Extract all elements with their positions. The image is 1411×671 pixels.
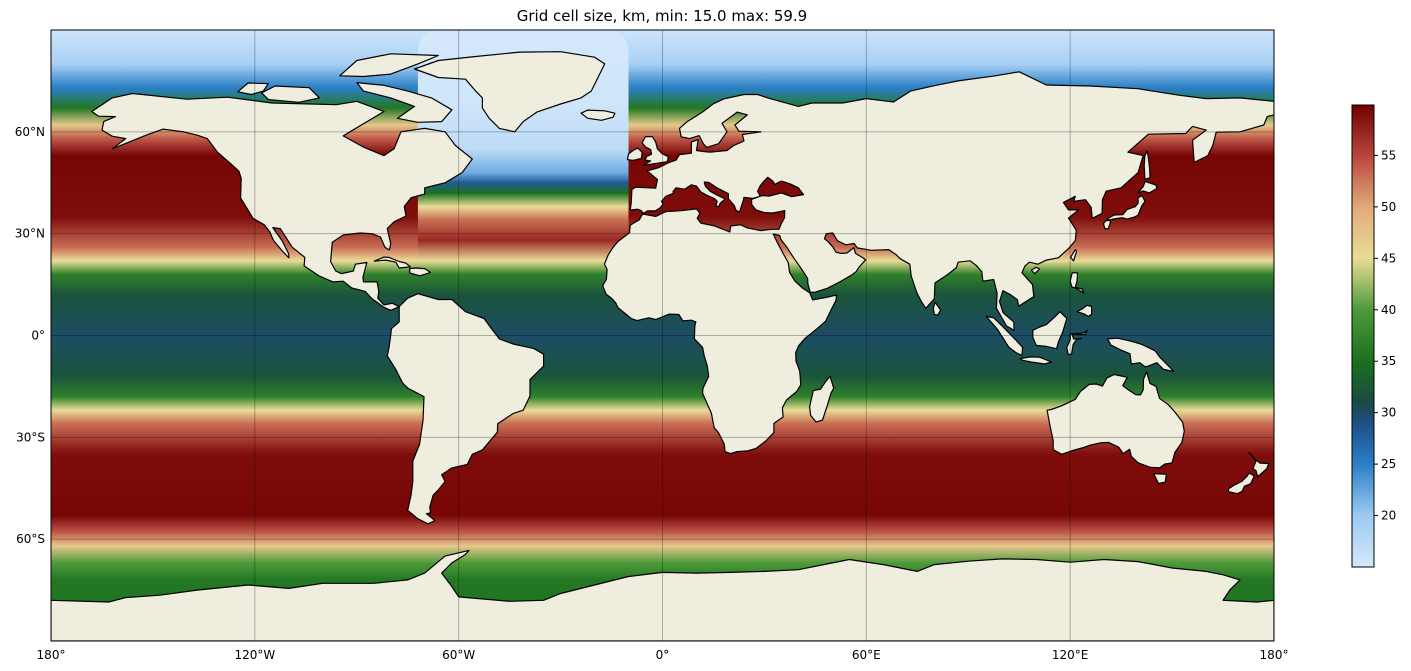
land-sakhalin	[1143, 150, 1151, 180]
land-eurasia	[602, 71, 1274, 455]
longitude-tick-label: 0°	[656, 648, 670, 662]
land-north-america	[91, 92, 473, 311]
colorbar-tick-label: 55	[1381, 148, 1396, 162]
land-hispaniola	[409, 267, 432, 277]
colorbar-tick-label: 40	[1381, 303, 1396, 317]
land-luzon	[1069, 272, 1085, 294]
land-britain	[641, 136, 669, 166]
land-iceland	[580, 109, 616, 121]
land-mindanao	[1076, 304, 1093, 318]
land-madagascar	[808, 375, 835, 423]
land-victoria	[261, 85, 320, 103]
map-frame	[50, 29, 1275, 642]
land-tasmania	[1153, 473, 1167, 485]
latitude-tick-label: 30°S	[16, 430, 45, 444]
land-nz-north	[1248, 452, 1270, 478]
longitude-tick-label: 60°E	[852, 648, 881, 662]
colorbar: 20 25 30 35 40 45 50 55	[1351, 104, 1396, 568]
colorbar-tick-label: 50	[1381, 200, 1396, 214]
land-nz-south	[1227, 472, 1255, 495]
map-title: Grid cell size, km, min: 15.0 max: 59.9	[516, 7, 808, 25]
longitude-tick-label: 60°W	[442, 648, 475, 662]
land-borneo	[1032, 311, 1068, 350]
land-masses	[51, 51, 1274, 641]
land-java	[1019, 356, 1053, 365]
gridlines	[51, 30, 1274, 641]
longitude-tick-label: 180°	[37, 648, 66, 662]
land-baffin	[356, 81, 453, 123]
land-sumatra	[985, 315, 1024, 357]
land-japan-hokkaido	[1137, 180, 1158, 194]
longitude-tick-label: 120°W	[234, 648, 275, 662]
land-japan-honshu	[1106, 195, 1146, 221]
colorbar-tick-label: 45	[1381, 251, 1396, 265]
land-japan-kyushu	[1102, 219, 1112, 230]
longitude-tick-label: 120°E	[1052, 648, 1089, 662]
land-new-guinea	[1106, 337, 1175, 373]
land-hainan	[1030, 266, 1041, 275]
colorbar-tick-label: 25	[1381, 457, 1396, 471]
land-australia	[1046, 371, 1185, 469]
land-taiwan	[1069, 249, 1078, 262]
latitude-ticks: 60°N 30°N 0° 30°S 60°S	[15, 125, 45, 546]
colorbar-ticks: 20 25 30 35 40 45 50 55	[1374, 148, 1396, 523]
colorbar-scale	[1351, 104, 1375, 568]
colorbar-tick-label: 35	[1381, 354, 1396, 368]
land-banks	[237, 82, 269, 96]
latitude-tick-label: 60°N	[15, 125, 45, 139]
latitude-tick-label: 60°S	[16, 532, 45, 546]
longitude-tick-label: 180°	[1260, 648, 1289, 662]
land-antarctica	[51, 549, 1274, 641]
colorbar-tick-label: 20	[1381, 509, 1396, 523]
land-south-america	[386, 293, 545, 525]
longitude-ticks: 180° 120°W 60°W 0° 60°E 120°E 180°	[37, 648, 1289, 662]
land-ireland	[626, 147, 643, 161]
latitude-tick-label: 0°	[31, 329, 45, 343]
land-sulawesi	[1066, 329, 1088, 356]
land-ellesmere	[339, 53, 439, 78]
land-greenland	[413, 51, 606, 133]
latitude-tick-label: 30°N	[15, 227, 45, 241]
colorbar-tick-label: 30	[1381, 406, 1396, 420]
land-sri-lanka	[932, 301, 942, 316]
land-cuba	[373, 256, 411, 269]
